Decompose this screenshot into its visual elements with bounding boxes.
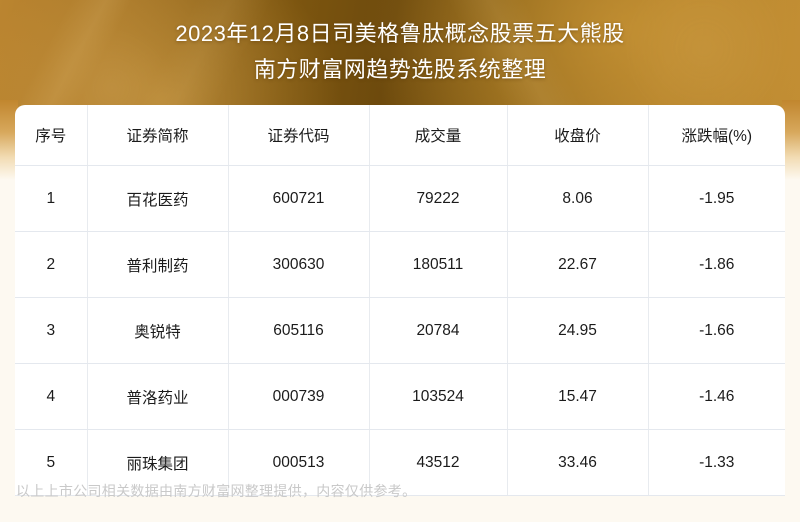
cell-close: 8.06: [507, 165, 649, 232]
page-title: 2023年12月8日司美格鲁肽概念股票五大熊股: [175, 21, 625, 46]
cell-name: 百花医药: [87, 165, 229, 232]
cell-name: 奥锐特: [87, 297, 229, 364]
cell-code: 000739: [228, 363, 370, 430]
table-head: 序号 证券简称 证券代码 成交量 收盘价 涨跌幅(%): [15, 105, 785, 166]
column-header-volume: 成交量: [369, 105, 508, 166]
cell-code: 600721: [228, 165, 370, 232]
cell-change: -1.86: [648, 231, 785, 298]
column-header-change: 涨跌幅(%): [648, 105, 785, 166]
cell-name: 普利制药: [87, 231, 229, 298]
cell-close: 22.67: [507, 231, 649, 298]
cell-index: 2: [15, 231, 88, 298]
banner-strip-left: [0, 100, 18, 180]
cell-change: -1.46: [648, 363, 785, 430]
cell-index: 3: [15, 297, 88, 364]
cell-name: 丽珠集团: [87, 429, 229, 496]
page-subtitle: 南方财富网趋势选股系统整理: [253, 57, 547, 82]
column-header-code: 证券代码: [228, 105, 370, 166]
table-row: 5 丽珠集团 000513 43512 33.46 -1.33: [15, 429, 785, 496]
cell-change: -1.33: [648, 429, 785, 496]
table-row: 3 奥锐特 605116 20784 24.95 -1.66: [15, 297, 785, 364]
cell-volume: 20784: [369, 297, 508, 364]
cell-index: 4: [15, 363, 88, 430]
column-header-index: 序号: [15, 105, 88, 166]
column-header-close: 收盘价: [507, 105, 649, 166]
table-header-row: 序号 证券简称 证券代码 成交量 收盘价 涨跌幅(%): [15, 105, 785, 166]
cell-change: -1.95: [648, 165, 785, 232]
table-row: 2 普利制药 300630 180511 22.67 -1.86: [15, 231, 785, 298]
stock-table: 序号 证券简称 证券代码 成交量 收盘价 涨跌幅(%) 1 百花医药 60072…: [15, 105, 785, 496]
cell-code: 605116: [228, 297, 370, 364]
cell-close: 33.46: [507, 429, 649, 496]
stock-table-container: 序号 证券简称 证券代码 成交量 收盘价 涨跌幅(%) 1 百花医药 60072…: [15, 105, 785, 496]
cell-index: 5: [15, 429, 88, 496]
cell-volume: 103524: [369, 363, 508, 430]
cell-close: 24.95: [507, 297, 649, 364]
table-row: 4 普洛药业 000739 103524 15.47 -1.46: [15, 363, 785, 430]
column-header-name: 证券简称: [87, 105, 229, 166]
page-title-block: 2023年12月8日司美格鲁肽概念股票五大熊股 南方财富网趋势选股系统整理: [0, 16, 800, 88]
cell-code: 300630: [228, 231, 370, 298]
cell-change: -1.66: [648, 297, 785, 364]
table-row: 1 百花医药 600721 79222 8.06 -1.95: [15, 165, 785, 232]
banner-strip-right: [782, 100, 800, 180]
cell-code: 000513: [228, 429, 370, 496]
cell-volume: 180511: [369, 231, 508, 298]
footer-note: 以上上市公司相关数据由南方财富网整理提供，内容仅供参考。: [16, 483, 417, 499]
cell-volume: 79222: [369, 165, 508, 232]
table-body: 1 百花医药 600721 79222 8.06 -1.95 2 普利制药 30…: [15, 165, 785, 496]
cell-close: 15.47: [507, 363, 649, 430]
cell-volume: 43512: [369, 429, 508, 496]
cell-name: 普洛药业: [87, 363, 229, 430]
cell-index: 1: [15, 165, 88, 232]
